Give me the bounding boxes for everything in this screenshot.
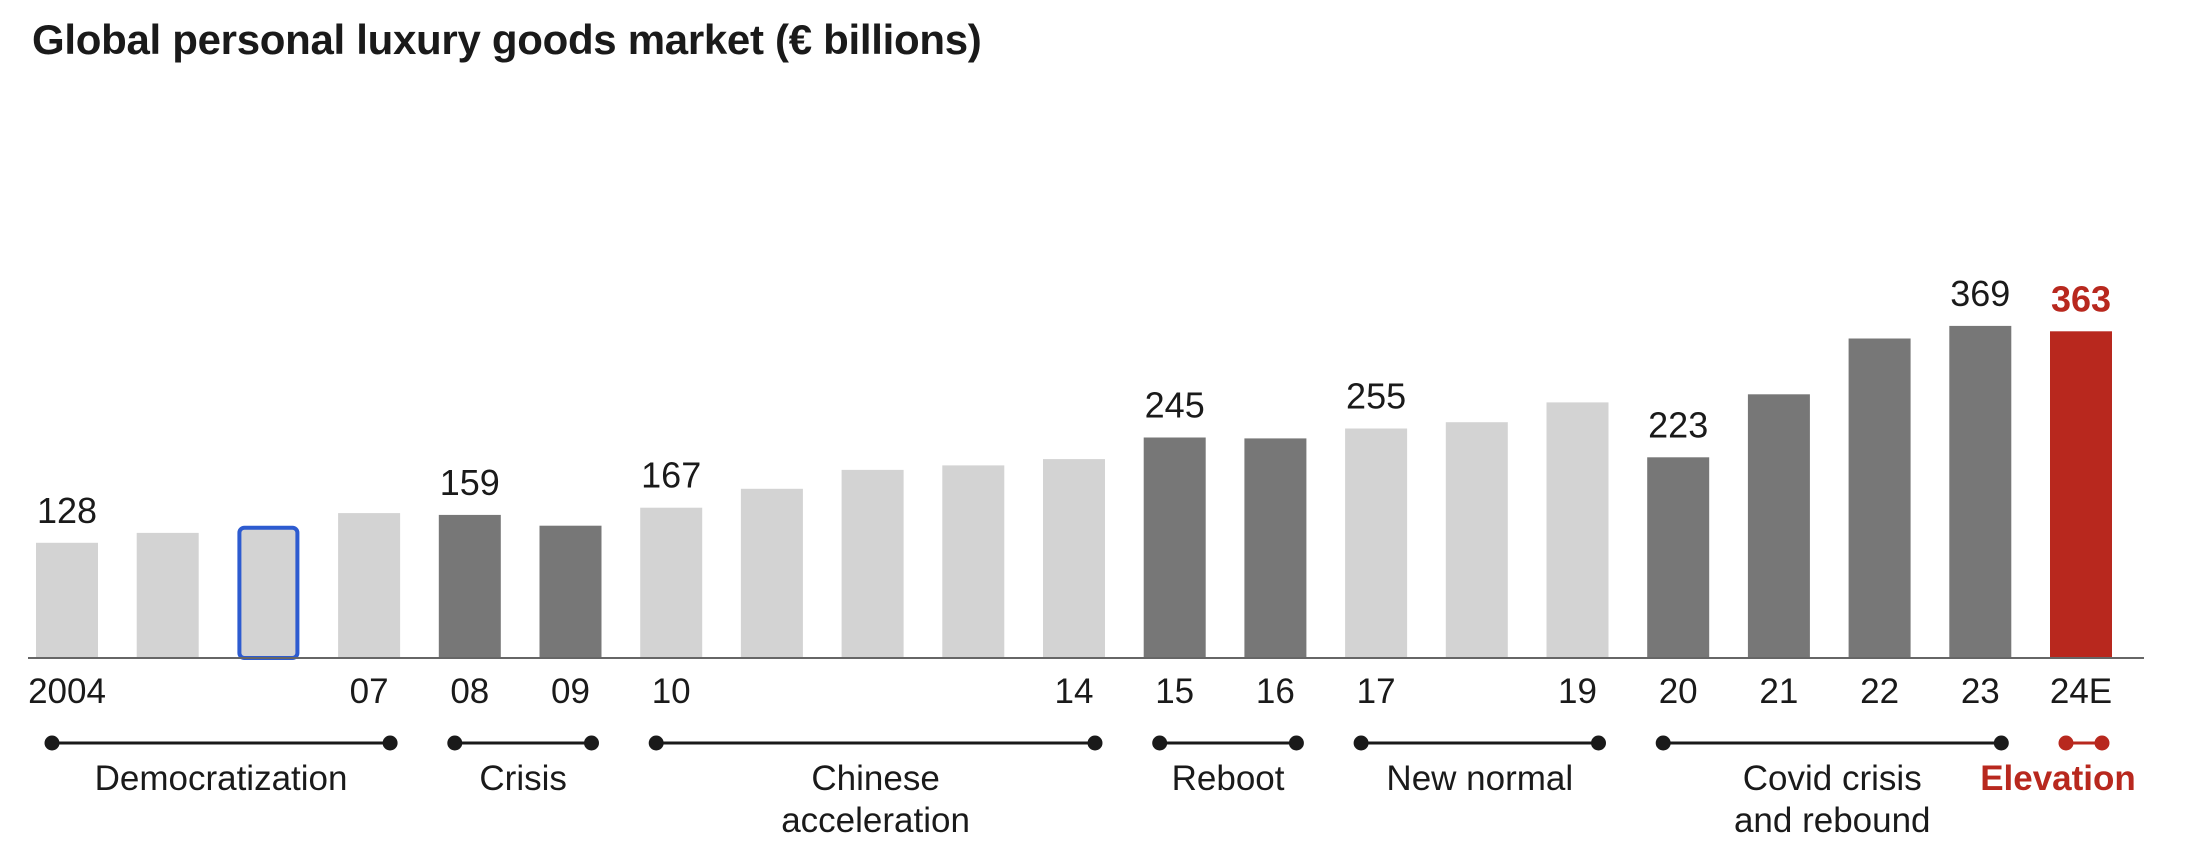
bar-2013 — [942, 465, 1005, 658]
tick-label-2020: 20 — [1659, 672, 1698, 711]
bar-2006 — [237, 525, 300, 661]
era-label: Elevation — [1980, 759, 2136, 798]
value-label-2017: 255 — [1346, 376, 1406, 417]
era-label: New normal — [1386, 759, 1573, 798]
bar-2023 — [1949, 325, 2012, 658]
era-label: Democratization — [95, 759, 348, 798]
value-label-2020: 223 — [1648, 404, 1708, 445]
bar-2010 — [640, 507, 703, 658]
era-label: Covid crisis — [1743, 759, 1922, 798]
tick-label-2023: 23 — [1961, 672, 2000, 711]
era-bracket-start-dot — [2058, 735, 2074, 751]
eras-group: Democratization Crisis Chineseacceleration… — [44, 735, 2136, 840]
era-bracket-start-dot — [1152, 735, 1168, 751]
tick-label-2014: 14 — [1055, 672, 1094, 711]
tick-label-2015: 15 — [1155, 672, 1194, 711]
era-reboot: Reboot — [1152, 735, 1304, 798]
bar-2017 — [1345, 428, 1408, 658]
era-bracket-start-dot — [44, 735, 60, 751]
bar-2007 — [338, 513, 401, 658]
era-bracket-end-dot — [1288, 735, 1304, 751]
value-label-2023: 369 — [1950, 273, 2010, 314]
tick-label-2019: 19 — [1558, 672, 1597, 711]
tick-label-2021: 21 — [1759, 672, 1798, 711]
value-labels-group: 128 159 167 245 255 223 369 363 — [37, 273, 2111, 531]
era-label: Reboot — [1172, 759, 1285, 798]
tick-label-2024E: 24E — [2050, 672, 2112, 711]
bar-2019 — [1546, 402, 1609, 658]
bar-2014 — [1043, 459, 1105, 658]
era-label: acceleration — [781, 801, 970, 840]
value-label-2008: 159 — [440, 462, 500, 503]
era-bracket-end-dot — [1591, 735, 1606, 751]
value-label-2010: 167 — [641, 455, 701, 496]
era-label: and rebound — [1734, 801, 1931, 840]
tick-label-2017: 17 — [1357, 672, 1396, 711]
value-label-2004: 128 — [37, 490, 97, 531]
bar-2018 — [1445, 422, 1508, 658]
value-label-2024E: 363 — [2051, 278, 2111, 319]
era-crisis: Crisis — [447, 735, 599, 798]
bar-2012 — [841, 469, 904, 658]
tick-labels-group: 2004 07 08 09 10 14 15 16 17 19 20 21 22 23 24E — [28, 672, 2112, 711]
tick-label-2016: 16 — [1256, 672, 1295, 711]
bar-2020 — [1647, 457, 1710, 658]
bar-2015 — [1143, 437, 1206, 658]
tick-label-2007: 07 — [350, 672, 389, 711]
era-democratization: Democratization — [44, 735, 398, 798]
era-bracket-start-dot — [447, 735, 463, 751]
era-bracket-start-dot — [1353, 735, 1369, 751]
era-new-normal: New normal — [1353, 735, 1606, 798]
era-bracket-start-dot — [648, 735, 664, 751]
bar-2004 — [36, 542, 98, 658]
value-label-2015: 245 — [1145, 385, 1205, 426]
tick-label-2022: 22 — [1860, 672, 1899, 711]
tick-label-2008: 08 — [450, 672, 489, 711]
era-bracket-start-dot — [1655, 735, 1671, 751]
bar-2008 — [438, 514, 501, 658]
era-elevation: Elevation — [1980, 735, 2136, 798]
tick-label-2004: 2004 — [28, 672, 106, 711]
bar-2021 — [1747, 394, 1810, 658]
tick-label-2009: 09 — [551, 672, 590, 711]
bar-2024E — [2050, 331, 2112, 658]
tick-label-2010: 10 — [652, 672, 691, 711]
bar-2005 — [136, 532, 199, 658]
bar-2009 — [539, 525, 602, 658]
bar-2022 — [1848, 338, 1911, 658]
bars-group — [36, 325, 2112, 661]
bar-2016 — [1244, 438, 1307, 658]
chart-title: Global personal luxury goods market (€ b… — [32, 16, 982, 63]
era-bracket-end-dot — [584, 735, 599, 751]
era-label: Crisis — [479, 759, 566, 798]
era-bracket-end-dot — [1087, 735, 1103, 751]
era-bracket-end-dot — [2094, 735, 2110, 751]
era-bracket-end-dot — [382, 735, 398, 751]
era-bracket-end-dot — [1993, 735, 2009, 751]
era-label: Chinese — [811, 759, 939, 798]
bar-2011 — [740, 488, 803, 658]
